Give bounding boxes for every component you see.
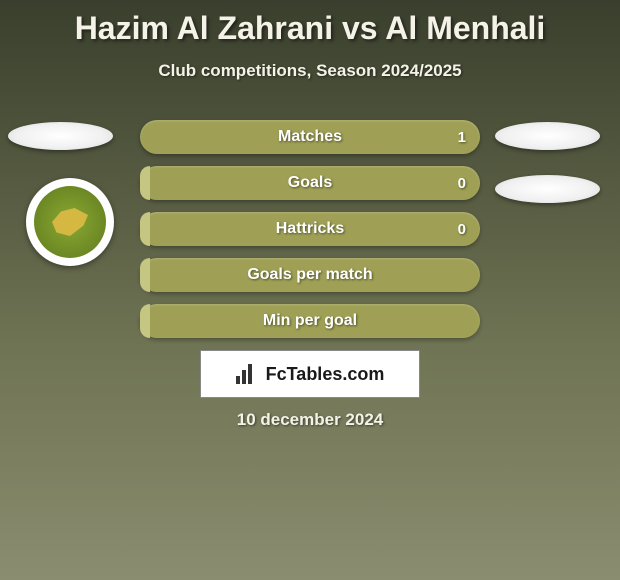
stat-value: 1 bbox=[458, 129, 466, 146]
stat-fill bbox=[140, 212, 150, 246]
club-badge-bird-icon bbox=[48, 205, 93, 240]
stat-row-hattricks: Hattricks 0 bbox=[140, 212, 480, 246]
player-left-avatar-placeholder bbox=[8, 122, 113, 150]
subtitle: Club competitions, Season 2024/2025 bbox=[0, 61, 620, 81]
stats-container: Matches 1 Goals 0 Hattricks 0 Goals per … bbox=[140, 120, 480, 350]
stat-fill bbox=[140, 304, 150, 338]
stat-label: Goals per match bbox=[247, 266, 372, 284]
branding-box[interactable]: FcTables.com bbox=[200, 350, 420, 398]
stat-fill bbox=[140, 166, 150, 200]
club-badge-inner bbox=[34, 186, 106, 258]
stat-value: 0 bbox=[458, 175, 466, 192]
player-left-club-badge bbox=[26, 178, 114, 266]
stat-label: Min per goal bbox=[263, 312, 357, 330]
stat-value: 0 bbox=[458, 221, 466, 238]
stat-label: Matches bbox=[278, 128, 342, 146]
branding-text: FcTables.com bbox=[266, 364, 385, 385]
comparison-title: Hazim Al Zahrani vs Al Menhali bbox=[0, 0, 620, 47]
player-right-club-placeholder bbox=[495, 175, 600, 203]
stat-row-goals-per-match: Goals per match bbox=[140, 258, 480, 292]
stat-row-matches: Matches 1 bbox=[140, 120, 480, 154]
stat-row-goals: Goals 0 bbox=[140, 166, 480, 200]
bar-chart-icon bbox=[236, 364, 260, 384]
stat-row-min-per-goal: Min per goal bbox=[140, 304, 480, 338]
stat-label: Goals bbox=[288, 174, 332, 192]
stat-label: Hattricks bbox=[276, 220, 344, 238]
player-right-avatar-placeholder bbox=[495, 122, 600, 150]
comparison-date: 10 december 2024 bbox=[0, 410, 620, 430]
stat-fill bbox=[140, 258, 150, 292]
